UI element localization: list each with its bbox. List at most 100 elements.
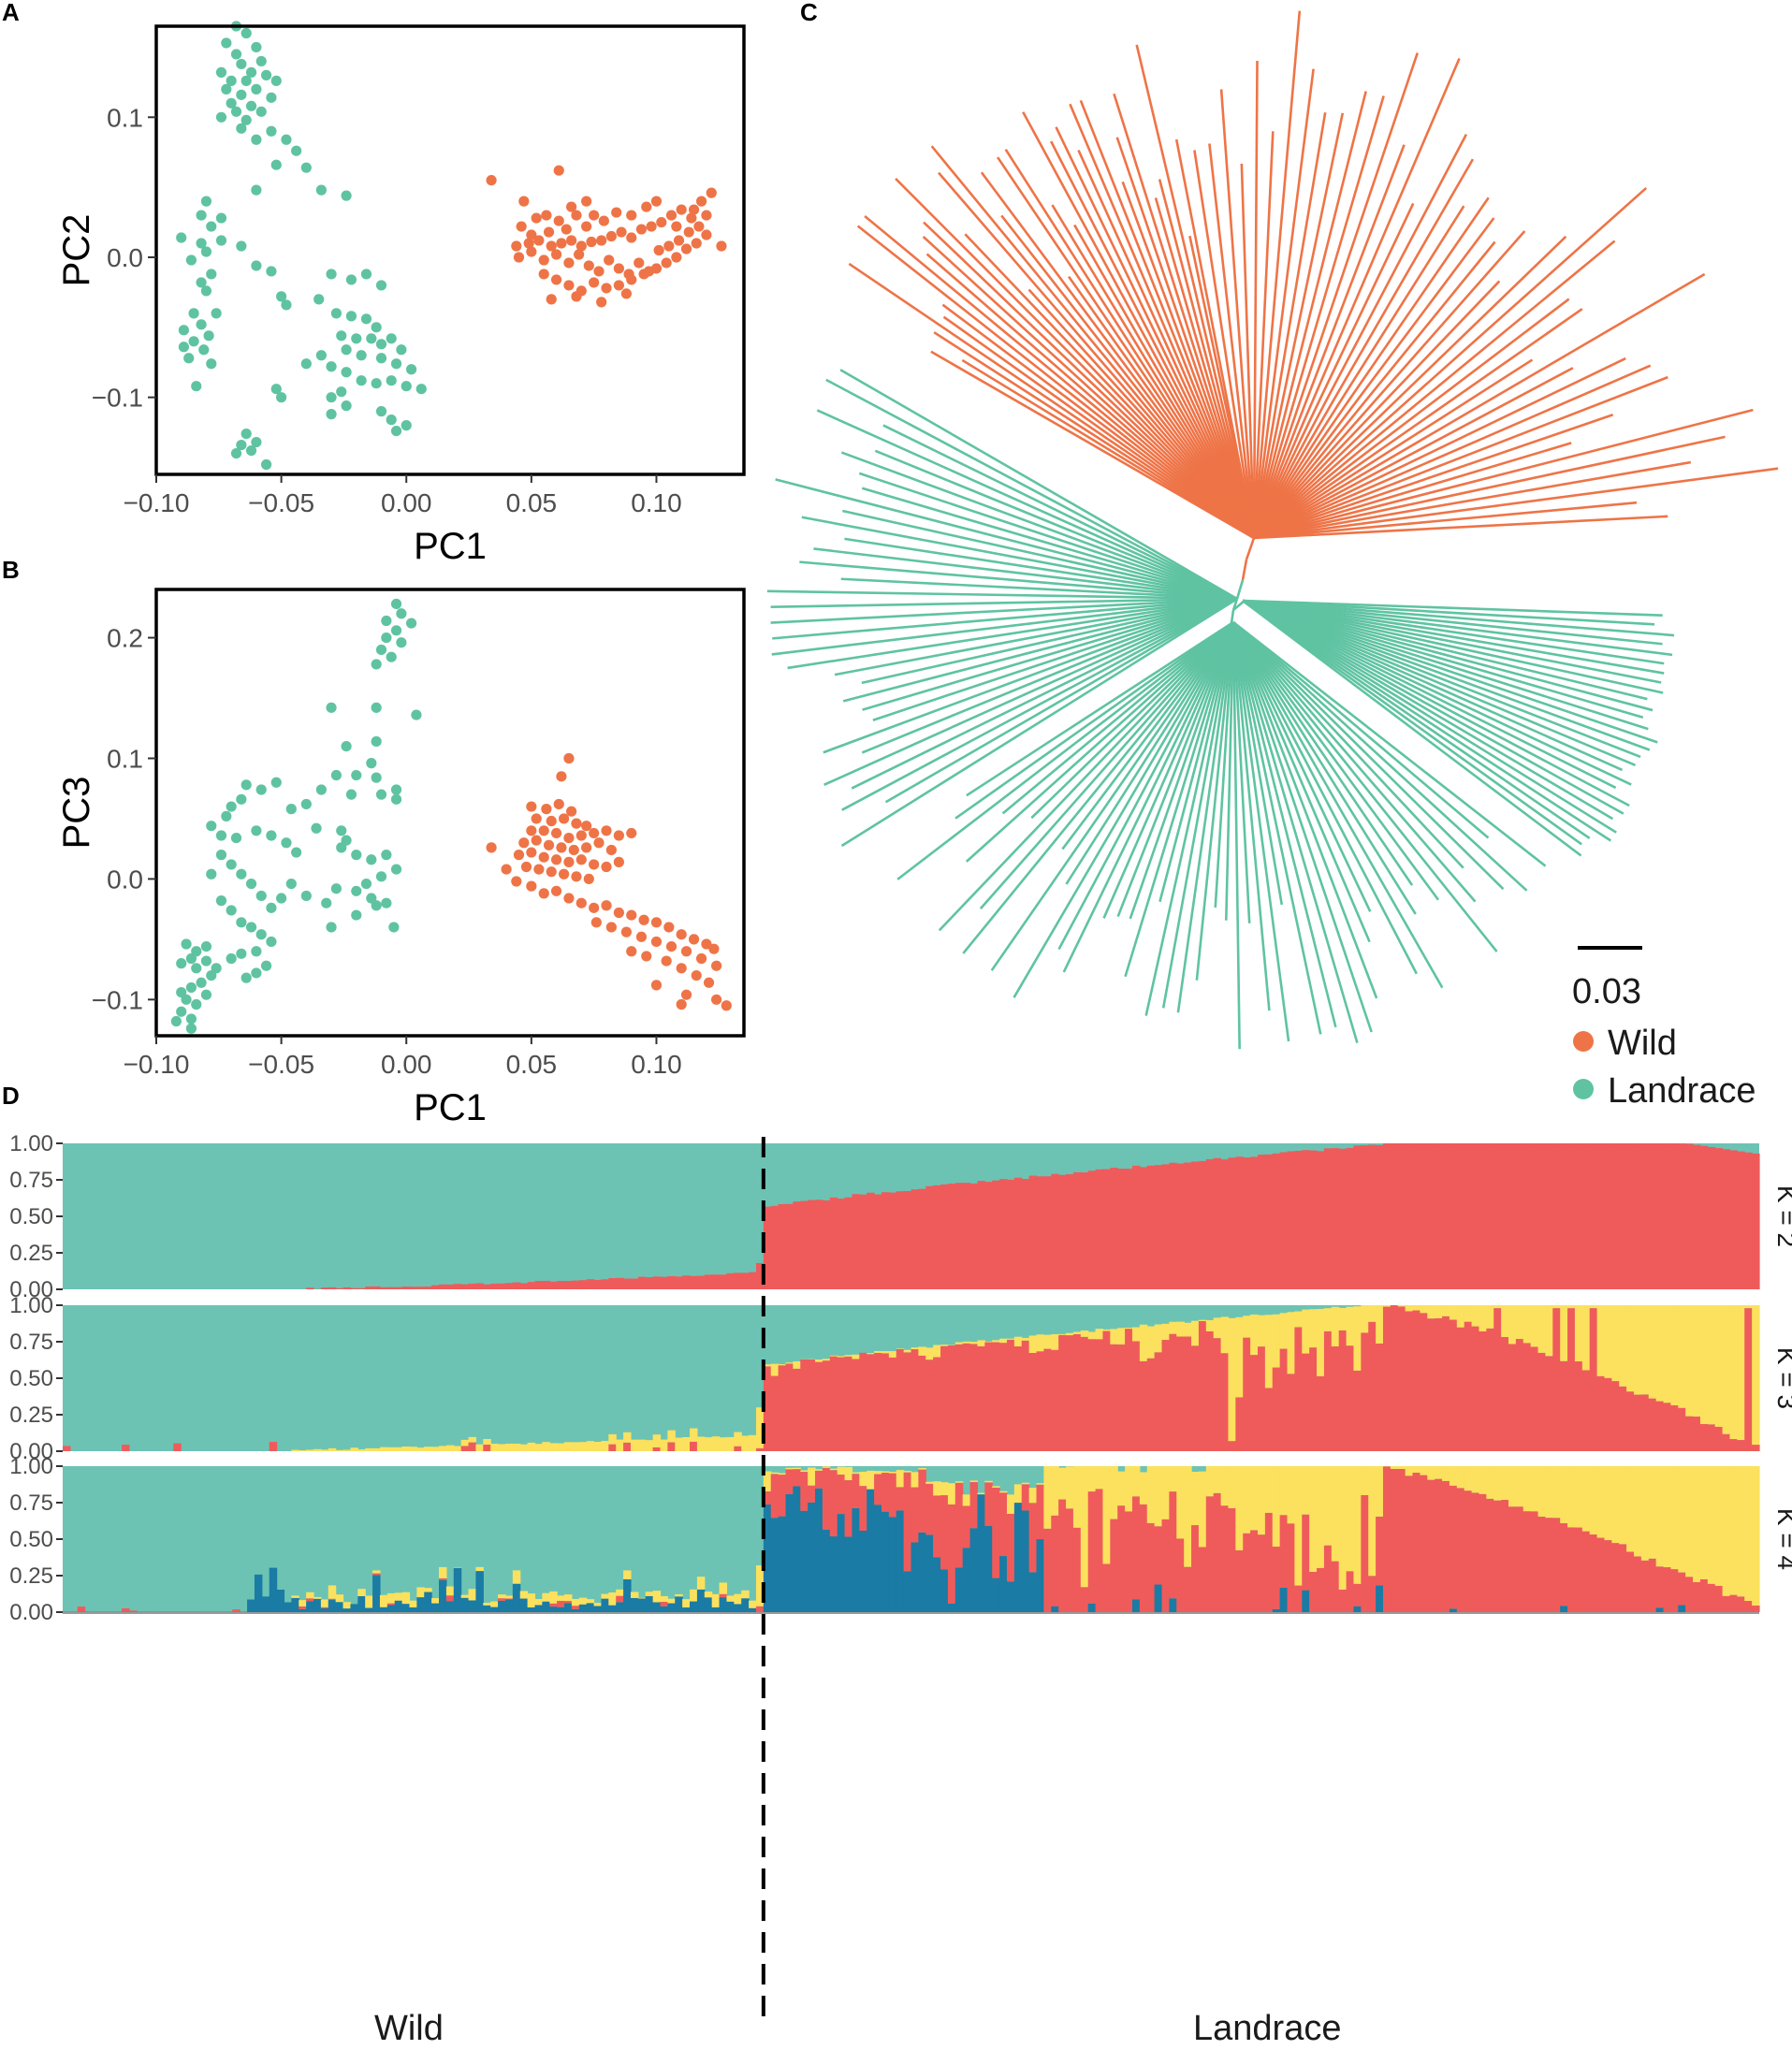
pca-a-wild-point [541, 210, 552, 221]
structure-k4-yellow-bar [808, 1467, 816, 1486]
structure-k4-red-bar [918, 1469, 926, 1533]
structure-k3-yellow-bar [1257, 1315, 1266, 1347]
structure-k4-red-bar [1722, 1595, 1731, 1612]
structure-k4-yellow-bar [468, 1589, 477, 1601]
structure-k3-yellow-bar [306, 1449, 314, 1451]
pca-b-landrace-point [390, 625, 402, 636]
pca-b-wild-point [650, 980, 663, 991]
tree-landrace-branch [1242, 599, 1632, 786]
tree-wild-branch [1253, 230, 1526, 539]
pca-a-landrace-point [345, 274, 357, 285]
structure-k3-red-bar [1744, 1308, 1753, 1451]
structure-k3-yellow-bar [888, 1351, 897, 1358]
structure-k4-yellow-bar [1184, 1466, 1192, 1567]
pca-a-landrace-point [375, 353, 387, 364]
structure-k3-red-bar [1080, 1336, 1089, 1451]
structure-k2-red-bar [1361, 1145, 1369, 1289]
pca-b-landrace-point [185, 952, 197, 965]
structure-k2-red-bar [401, 1287, 411, 1289]
structure-k3-yellow-bar [601, 1441, 609, 1451]
structure-k4-yellow-bar [704, 1591, 713, 1598]
pca-b-wild-point [711, 960, 722, 971]
pca-a-landrace-point [251, 260, 262, 271]
structure-k4-blue-bar [947, 1603, 956, 1612]
pca-a-landrace-point [375, 280, 387, 291]
tree-landrace-branch [1242, 599, 1649, 731]
tree-wild-branch [1240, 163, 1256, 539]
pca-b-landrace-point [211, 963, 222, 974]
structure-k4-blue-bar [386, 1605, 396, 1612]
tree-wild-branch [1253, 186, 1648, 539]
structure-k3-yellow-bar [483, 1438, 491, 1445]
pca-a-landrace-point [251, 184, 262, 196]
structure-k4-yellow-bar [1043, 1466, 1052, 1529]
pca-b-wild-point [571, 871, 582, 882]
pca-b-y-tick-label: −0.1 [92, 985, 143, 1014]
structure-k4-yellow-bar [1633, 1466, 1642, 1557]
structure-k4-blue-bar [918, 1532, 926, 1612]
structure-k4-yellow-bar [1648, 1466, 1657, 1559]
structure-k3-yellow-bar [815, 1359, 823, 1362]
structure-k4-yellow-bar [984, 1480, 993, 1483]
structure-k2-red-bar [394, 1287, 403, 1289]
structure-k4-yellow-bar [1228, 1466, 1236, 1508]
structure-k4-red-bar [999, 1492, 1008, 1557]
structure-k2-red-bar [1508, 1143, 1517, 1289]
structure-k4-yellow-bar [490, 1601, 499, 1607]
structure-k4-yellow-bar [940, 1482, 949, 1496]
pca-b-landrace-point [185, 981, 197, 994]
pca-b-landrace-point [390, 864, 402, 875]
pca-b-wild-point [663, 922, 675, 933]
structure-k3-yellow-bar [1729, 1305, 1738, 1440]
panel-letter-c: C [800, 0, 818, 26]
pca-b-landrace-point [251, 946, 262, 957]
structure-k3-red-bar [1752, 1445, 1760, 1451]
structure-k4-blue-bar [269, 1567, 278, 1612]
structure-k3-red-bar [1685, 1416, 1694, 1451]
structure-k4-yellow-bar [593, 1603, 603, 1607]
tree-landrace-branch [1242, 599, 1617, 790]
tree-wild-branch [1253, 501, 1638, 540]
structure-k3-yellow-bar [1346, 1306, 1355, 1346]
structure-k4-red-bar [1323, 1545, 1333, 1612]
pca-b-landrace-point [215, 830, 227, 841]
structure-k3-red-bar [1213, 1338, 1222, 1451]
structure-k4-yellow-bar [320, 1599, 329, 1607]
structure-k3-yellow-bar [386, 1447, 396, 1451]
structure-k4-yellow-bar [933, 1481, 941, 1496]
structure-k4-yellow-bar [1729, 1466, 1738, 1595]
pca-b-landrace-point [381, 897, 392, 909]
structure-k4-red-bar [1501, 1500, 1509, 1612]
structure-k2-red-bar [984, 1182, 993, 1289]
structure-k4-yellow-bar [313, 1596, 322, 1599]
structure-k2-red-bar [852, 1194, 860, 1289]
structure-k3-yellow-bar [1435, 1305, 1443, 1318]
structure-k2-red-bar [1368, 1144, 1377, 1289]
structure-k2-red-bar [475, 1283, 484, 1289]
tree-landrace-branch [872, 597, 1238, 721]
pca-a-landrace-point [255, 55, 267, 67]
structure-k3-yellow-bar [542, 1442, 550, 1451]
structure-y-tick-label: 0.50 [9, 1527, 53, 1552]
structure-k4-blue-bar [424, 1592, 432, 1612]
structure-k4-yellow-bar [601, 1593, 609, 1599]
structure-k3-red-bar [1714, 1426, 1724, 1451]
tree-landrace-branch [1124, 621, 1235, 978]
tree-wild-branch [1253, 414, 1614, 540]
structure-k2-red-bar [1139, 1167, 1148, 1289]
pca-a-landrace-point [401, 381, 412, 392]
structure-k4-blue-bar [852, 1507, 860, 1612]
structure-k2-red-bar [1545, 1143, 1553, 1289]
pca-b-landrace-point [375, 871, 387, 882]
structure-k3-red-bar [1420, 1313, 1428, 1451]
structure-k2-red-bar [1331, 1148, 1340, 1289]
tree-landrace-branch [1242, 599, 1624, 772]
tree-landrace-branch [1232, 621, 1477, 903]
structure-k4-red-bar [128, 1610, 138, 1612]
structure-k2-red-bar [1678, 1143, 1686, 1289]
structure-k3-yellow-bar [1581, 1305, 1591, 1371]
structure-k4-yellow-bar [299, 1600, 307, 1607]
tree-landrace-branch [1231, 621, 1290, 1042]
tree-landrace-branch [842, 597, 1238, 703]
